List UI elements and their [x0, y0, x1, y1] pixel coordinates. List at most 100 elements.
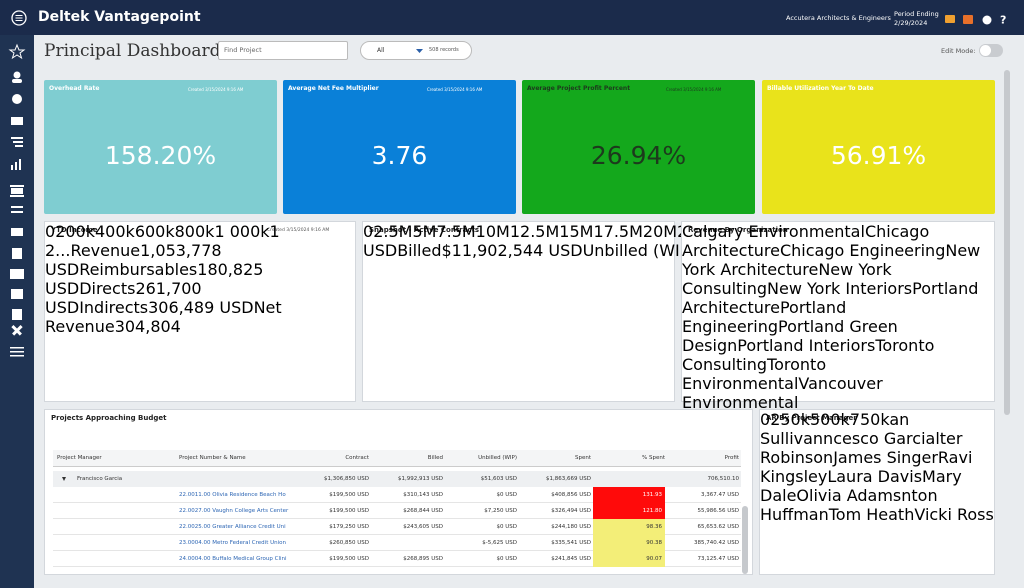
kpi-tile: Overhead Rate Created 3/15/2024 9:16 AM 15…: [44, 80, 277, 214]
y-tick-label: Unbilled (WIP): [582, 241, 696, 260]
sidebar-icons: [8, 43, 26, 357]
kpi-created: Created 3/15/2024 9:16 AM: [666, 87, 722, 92]
table-panel: Projects Approaching Budget Project Manag…: [44, 409, 753, 575]
legend-label: Portland Green Design: [682, 317, 898, 355]
x-tick-label: Olivia Adams: [796, 486, 902, 505]
table-cell: $326,494 USD: [551, 508, 591, 514]
chart-title: Snapshot - Active Contracts: [369, 226, 480, 234]
kpi-tile: Billable Utilization Year To Date 56.91%: [762, 80, 995, 214]
y-tick-label: Billed: [397, 241, 442, 260]
table-cell: $408,856 USD: [551, 492, 591, 498]
kpi-tile: Average Net Fee Multiplier Created 3/15/2…: [283, 80, 516, 214]
pct-spent-bg: [593, 519, 665, 535]
column-header[interactable]: Billed: [427, 455, 443, 461]
legend-label: Portland Interiors: [737, 336, 876, 355]
project-link[interactable]: 22.0011.00 Olivia Residence Beach Ho: [179, 492, 286, 498]
table-scrollbar[interactable]: [742, 506, 748, 574]
x-tick-label: 5M: [412, 222, 437, 241]
row-line: [53, 502, 741, 503]
page-scrollbar[interactable]: [1004, 70, 1010, 415]
column-header[interactable]: Contract: [345, 455, 369, 461]
pct-spent-bg: [593, 535, 665, 551]
table-cell: $0 USD: [496, 556, 518, 562]
column-header[interactable]: Project Number & Name: [179, 455, 246, 461]
search-input[interactable]: Find Project: [218, 41, 348, 60]
group-cell: $1,992,913 USD: [398, 476, 443, 482]
kpi-value: 26.94%: [590, 141, 687, 170]
table-cell: 385,740.42 USD: [694, 540, 739, 546]
pct-spent: 131.93: [642, 492, 662, 498]
pct-spent: 90.07: [646, 556, 662, 562]
kpi-created: Created 3/15/2024 9:16 AM: [188, 87, 244, 92]
y-tick-label: Directs: [79, 279, 136, 298]
table-cell: $199,500 USD: [329, 508, 369, 514]
x-tick-label: 200k: [55, 222, 95, 241]
y-tick-label: 500k: [810, 410, 850, 429]
legend-label: Chicago Engineering: [779, 241, 946, 260]
chart: Calgary EnvironmentalChicago Architectur…: [682, 222, 994, 412]
x-tick-label: nton Huffman: [760, 486, 938, 524]
y-tick-label: Net Revenue: [45, 298, 282, 336]
group-cell: $1,306,850 USD: [324, 476, 369, 482]
notifications-icon[interactable]: [963, 15, 973, 24]
pct-spent-bg: [593, 503, 665, 519]
x-tick-label: 400k: [95, 222, 135, 241]
project-link[interactable]: 24.0004.00 Buffalo Medical Group Clini: [179, 556, 287, 562]
period-selector[interactable]: 2/29/2024: [894, 19, 928, 27]
settings-icon[interactable]: [982, 15, 992, 25]
x-tick-label: an Sullivan: [760, 410, 910, 448]
kpi-title: Average Net Fee Multiplier: [288, 85, 379, 92]
brand[interactable]: Deltek Vantagepoint: [38, 9, 201, 25]
value-label: 180,825 USD: [45, 260, 264, 298]
edit-mode-toggle[interactable]: [979, 44, 1003, 57]
column-header[interactable]: % Spent: [642, 455, 665, 461]
record-count: 508 records: [429, 47, 459, 53]
table-cell: $243,605 USD: [403, 524, 443, 530]
pct-spent: 90.38: [646, 540, 662, 546]
project-link[interactable]: 22.0027.00 Vaughn College Arts Center: [179, 508, 289, 514]
menu-button[interactable]: [11, 10, 27, 26]
help-icon[interactable]: ?: [1000, 14, 1006, 27]
column-header[interactable]: Unbilled (WIP): [478, 455, 517, 461]
sidebar: [0, 35, 34, 588]
kpi-value: 158.20%: [104, 141, 217, 170]
legend-label: New York Consulting: [682, 260, 892, 298]
messages-icon[interactable]: [945, 15, 955, 23]
table-cell: $-5,625 USD: [482, 540, 517, 546]
x-tick-label: 17.5M: [593, 222, 643, 241]
value-label: 304,804: [114, 317, 181, 336]
project-link[interactable]: 22.0025.00 Greater Alliance Credit Uni: [179, 524, 286, 530]
x-tick-label: 600k: [134, 222, 175, 241]
kpi-tile: Average Project Profit Percent Created 3/…: [522, 80, 755, 214]
dropdown-arrow[interactable]: [416, 49, 424, 55]
kpi-title: Billable Utilization Year To Date: [767, 85, 874, 92]
column-header[interactable]: Spent: [574, 455, 591, 461]
project-link[interactable]: 23.0004.00 Metro Federal Credit Union: [179, 540, 286, 546]
column-header[interactable]: Project Manager: [57, 455, 102, 461]
value-label: 261,700 USD: [45, 279, 202, 317]
page-title: Principal Dashboard: [44, 41, 221, 61]
table-title: Projects Approaching Budget: [51, 414, 167, 422]
kpi-title: Average Project Profit Percent: [527, 85, 631, 92]
legend-label: Toronto Consulting: [682, 336, 935, 374]
pct-spent-bg: [593, 487, 665, 503]
expand-caret[interactable]: [62, 477, 66, 481]
y-tick-label: Revenue: [70, 241, 141, 260]
x-tick-label: Laura Davis: [827, 467, 923, 486]
chart-panel: YTD Income Created 3/15/2024 9:16 AM 0200k…: [44, 221, 356, 402]
group-cell: $1,863,669 USD: [546, 476, 591, 482]
column-header[interactable]: Profit: [724, 455, 739, 461]
table-cell: 3,367.47 USD: [701, 492, 739, 498]
table-cell: $199,500 USD: [329, 556, 369, 562]
filter-dropdown[interactable]: All: [377, 47, 385, 54]
legend-label: New York Interiors: [767, 279, 913, 298]
x-tick-label: 1 000k: [214, 222, 270, 241]
kpi-value: 56.91%: [830, 141, 927, 170]
toggle-knob: [980, 45, 991, 56]
nav-icons[interactable]: [8, 43, 26, 357]
table-cell: $335,541 USD: [551, 540, 591, 546]
header-icons: ?: [945, 14, 1006, 27]
x-tick-label: 0: [363, 222, 374, 241]
company-selector[interactable]: Accutera Architects & Engineers: [786, 14, 891, 22]
